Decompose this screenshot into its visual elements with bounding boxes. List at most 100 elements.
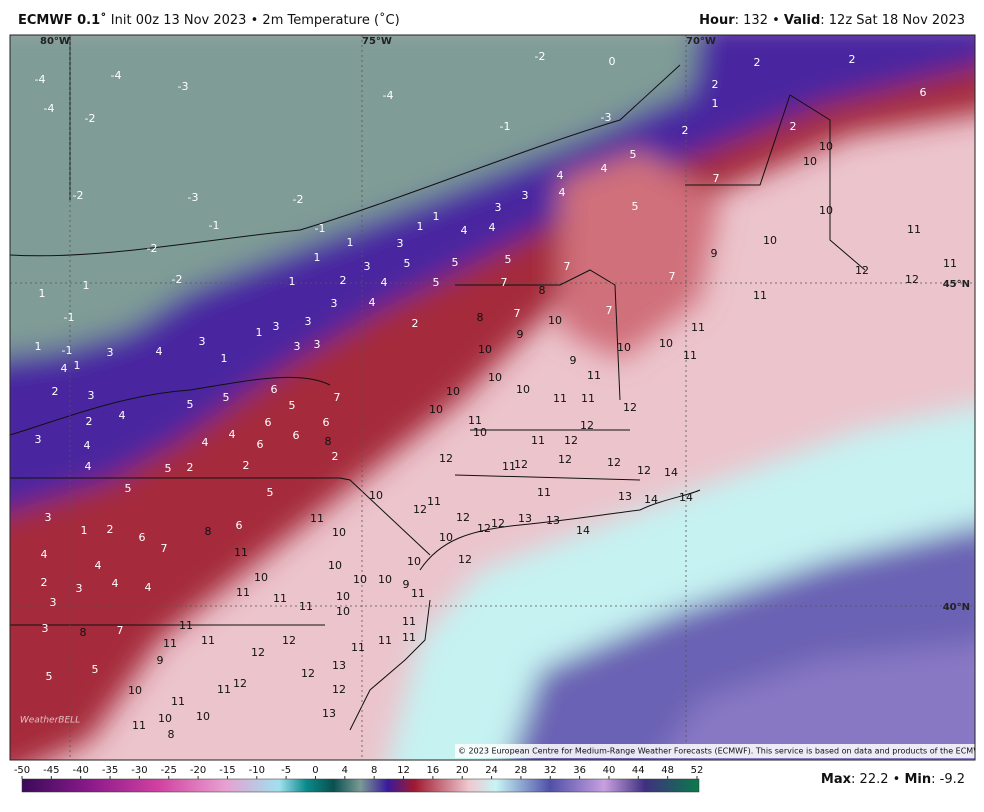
temp-label: 2 <box>712 78 719 91</box>
temp-label: 6 <box>323 416 330 429</box>
temp-label: 7 <box>334 391 341 404</box>
temp-label: 10 <box>254 571 268 584</box>
temp-label: 11 <box>683 349 697 362</box>
hour: : 132 <box>735 13 768 28</box>
temp-label: 10 <box>128 684 142 697</box>
temp-label: 2 <box>412 317 419 330</box>
header-text: ECMWF 0.1˚ Init 00z 13 Nov 2023 • 2m Tem… <box>18 12 400 28</box>
temp-label: 5 <box>187 398 194 411</box>
temp-label: 2 <box>86 415 93 428</box>
temp-label: 10 <box>478 343 492 356</box>
colorbar-tick-label: -15 <box>219 765 235 776</box>
temp-label: 13 <box>322 707 336 720</box>
temp-label: 9 <box>570 354 577 367</box>
model: ECMWF 0.1˚ <box>18 12 107 28</box>
temp-label: 3 <box>522 189 529 202</box>
temp-label: 2 <box>754 56 761 69</box>
temp-label: 11 <box>502 460 516 473</box>
temp-label: 9 <box>517 328 524 341</box>
temp-label: 3 <box>88 389 95 402</box>
temp-label: 2 <box>41 576 48 589</box>
temp-label: -1 <box>62 344 73 357</box>
temp-label: 12 <box>623 401 637 414</box>
temp-label: 13 <box>618 490 632 503</box>
temp-label: 11 <box>427 495 441 508</box>
temp-label: 2 <box>340 274 347 287</box>
sep: • <box>772 13 780 28</box>
temp-label: -1 <box>64 311 75 324</box>
colorbar-tick-label: 40 <box>603 765 616 776</box>
temp-label: 1 <box>417 220 424 233</box>
temp-label: 7 <box>161 542 168 555</box>
temp-label: 7 <box>564 260 571 273</box>
temp-label: 5 <box>165 462 172 475</box>
temp-label: 3 <box>495 201 502 214</box>
temp-label: 14 <box>644 493 658 506</box>
temp-label: 12 <box>332 683 346 696</box>
temp-label: 11 <box>171 695 185 708</box>
temp-label: 10 <box>803 155 817 168</box>
temp-label: -2 <box>73 189 84 202</box>
temp-label: 12 <box>564 434 578 447</box>
temp-label: 8 <box>205 525 212 538</box>
colorbar-tick-label: 24 <box>485 765 498 776</box>
temp-label: 11 <box>402 615 416 628</box>
colorbar-tick-label: 4 <box>342 765 348 776</box>
temp-label: 12 <box>458 553 472 566</box>
header-right: Hour: 132 • Valid: 12z Sat 18 Nov 2023 <box>699 13 965 28</box>
boundaries <box>10 35 866 731</box>
temp-label: 1 <box>347 236 354 249</box>
temp-label: 9 <box>711 247 718 260</box>
temp-label: 11 <box>402 631 416 644</box>
temp-label: 2 <box>52 385 59 398</box>
temp-label: 7 <box>713 172 720 185</box>
temp-label: 10 <box>659 337 673 350</box>
temp-label: 10 <box>473 426 487 439</box>
colorbar-tick-label: -40 <box>73 765 89 776</box>
temp-label: 4 <box>119 409 126 422</box>
temp-label: 2 <box>849 53 856 66</box>
temp-label: 11 <box>273 592 287 605</box>
temp-label: 11 <box>179 619 193 632</box>
temp-label: 3 <box>199 335 206 348</box>
temp-label: 11 <box>132 719 146 732</box>
temp-label: 10 <box>336 605 350 618</box>
temp-label: 13 <box>518 512 532 525</box>
sep: • <box>251 13 259 28</box>
temp-label: 6 <box>257 438 264 451</box>
temp-label: 8 <box>477 311 484 324</box>
temp-label: 11 <box>691 321 705 334</box>
colorbar-tick-label: -5 <box>281 765 291 776</box>
max-label: Max <box>821 772 852 787</box>
temp-label: 5 <box>452 256 459 269</box>
min-label: Min <box>904 772 931 787</box>
temp-label: 11 <box>236 586 250 599</box>
temp-label: -2 <box>535 50 546 63</box>
hour-label: Hour <box>699 13 735 28</box>
temp-label: 1 <box>314 251 321 264</box>
temp-label: 11 <box>411 587 425 600</box>
temp-label: 4 <box>461 224 468 237</box>
graticule <box>10 35 975 760</box>
temp-label: 11 <box>234 546 248 559</box>
temp-label: -2 <box>293 193 304 206</box>
temp-label: 4 <box>156 345 163 358</box>
temp-label: 11 <box>753 289 767 302</box>
temp-label: -4 <box>35 73 46 86</box>
temp-label: -2 <box>172 273 183 286</box>
temp-label: 5 <box>125 482 132 495</box>
temp-label: 0 <box>609 55 616 68</box>
temp-label: 3 <box>50 596 57 609</box>
lat-label: 45°N <box>943 279 970 290</box>
temp-label: 5 <box>404 257 411 270</box>
temp-label: -4 <box>383 89 394 102</box>
colorbar-tick-label: -25 <box>161 765 177 776</box>
temp-label: 10 <box>332 526 346 539</box>
stats: Max: 22.2 • Min: -9.2 <box>821 772 965 787</box>
temp-label: 14 <box>679 491 693 504</box>
temp-label: 10 <box>353 573 367 586</box>
temp-label: 7 <box>669 270 676 283</box>
temp-label: 2 <box>187 461 194 474</box>
temp-label: 3 <box>76 582 83 595</box>
temp-label: -3 <box>601 111 612 124</box>
